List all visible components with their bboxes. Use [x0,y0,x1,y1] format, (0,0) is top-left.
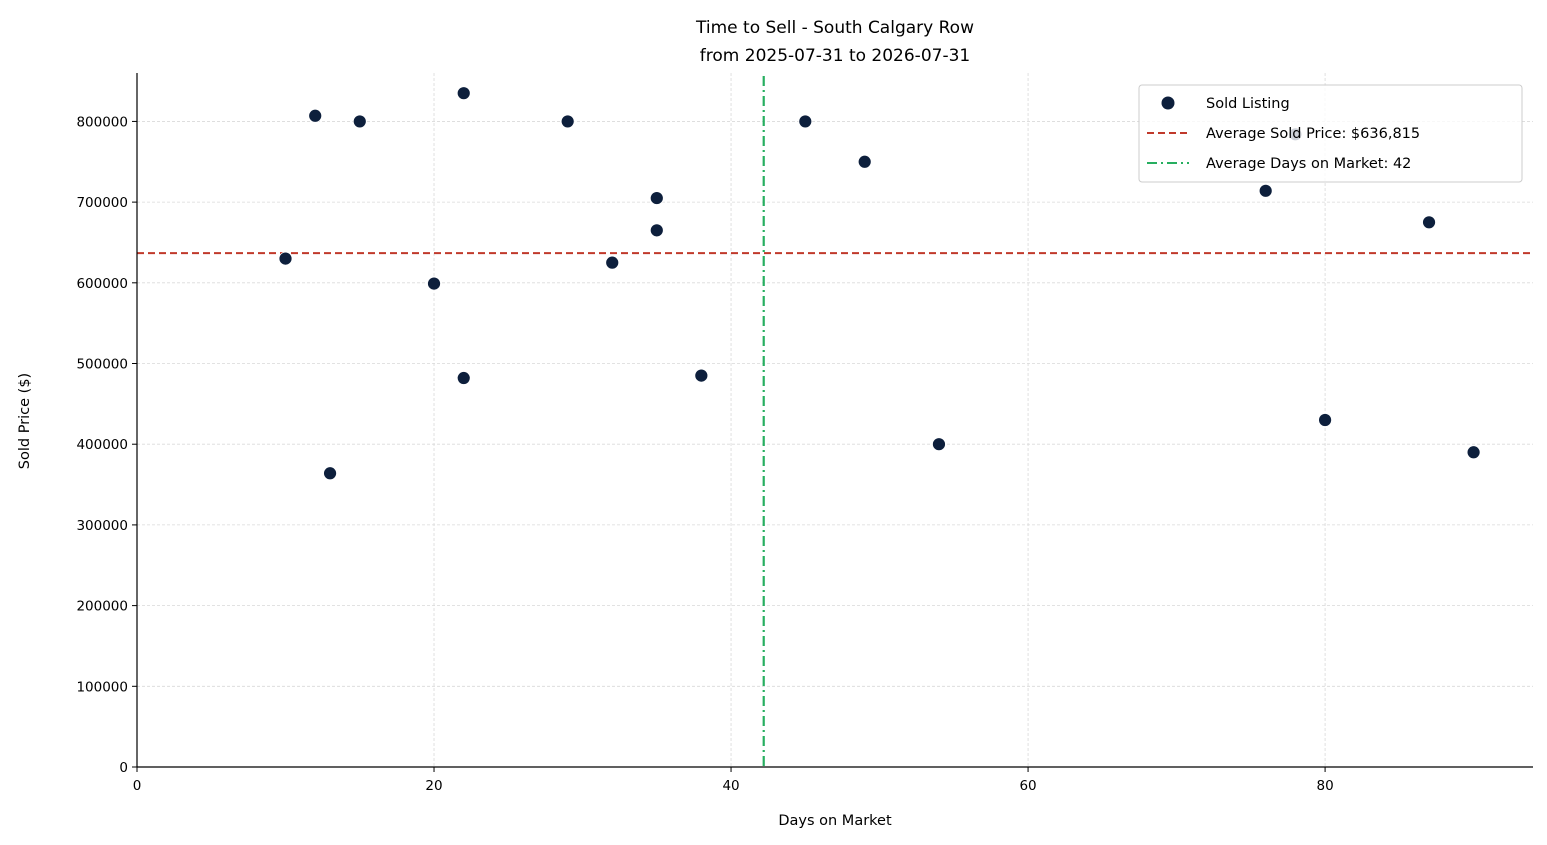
data-point [1466,445,1481,460]
data-point [308,108,323,123]
y-tick-label: 400000 [76,437,128,453]
data-point [694,368,709,383]
data-point [278,251,293,266]
x-tick-label: 20 [425,778,442,794]
data-point [649,191,664,205]
axes [136,73,1533,768]
legend-marker-sold-listing [1161,96,1175,110]
data-point [427,276,441,291]
x-tick-label: 40 [722,778,739,794]
grid [136,73,1533,768]
data-point [1318,413,1332,427]
chart-subtitle: from 2025-07-31 to 2026-07-31 [700,46,970,66]
chart-title: Time to Sell - South Calgary Row [695,18,974,38]
data-point [1258,183,1273,198]
x-tick-label: 0 [133,778,142,794]
y-tick-label: 300000 [76,518,128,534]
x-axis-ticks: 0 20 40 60 80 [133,767,1334,794]
y-tick-label: 800000 [76,114,128,130]
data-point [352,114,367,129]
x-axis-title: Days on Market [778,813,892,829]
legend-label-average-days: Average Days on Market: 42 [1206,156,1411,172]
y-tick-label: 500000 [76,357,128,373]
data-point [605,255,620,270]
data-point [560,114,575,129]
y-tick-label: 700000 [76,195,128,211]
data-point [857,154,872,169]
data-point [456,371,471,385]
data-point [932,437,946,452]
y-tick-label: 200000 [76,599,128,615]
legend: Sold Listing Average Sold Price: $636,81… [1138,84,1523,183]
y-axis-ticks: 0 100000 200000 300000 400000 500000 600000 700… [76,114,137,776]
legend-label-average-price: Average Sold Price: $636,815 [1206,126,1420,142]
reference-lines [137,76,1533,767]
y-tick-label: 0 [119,760,128,776]
data-point [649,223,664,238]
y-axis-title: Sold Price ($) [17,373,33,469]
data-point [456,86,471,101]
data-point [1422,215,1436,230]
legend-box [1138,84,1523,183]
data-point [323,466,337,481]
y-tick-label: 100000 [76,679,128,695]
x-tick-label: 80 [1316,778,1333,794]
data-point [798,114,813,129]
legend-label-sold-listing: Sold Listing [1206,96,1290,112]
y-tick-label: 600000 [76,276,128,292]
x-tick-label: 60 [1019,778,1036,794]
